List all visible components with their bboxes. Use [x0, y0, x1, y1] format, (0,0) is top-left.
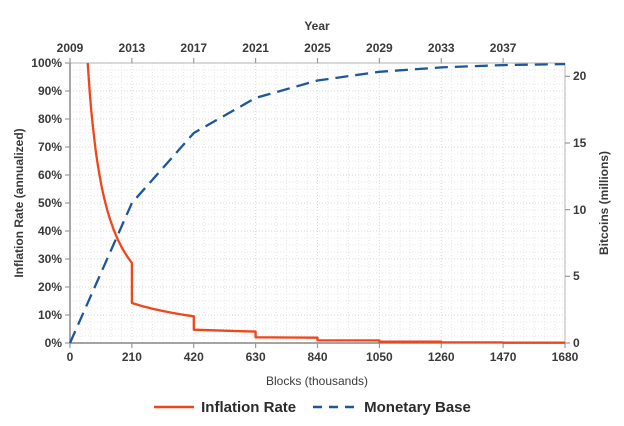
- year-tick-label: 2025: [304, 41, 331, 55]
- left-tick-label: 90%: [37, 84, 62, 98]
- monetary-base-swatch-icon: [313, 405, 358, 409]
- left-tick-label: 50%: [37, 196, 62, 210]
- x-tick-label: 210: [121, 350, 142, 364]
- right-tick-label: 20: [573, 69, 587, 84]
- left-tick-label: 20%: [37, 280, 62, 294]
- left-tick-label: 100%: [31, 56, 62, 70]
- year-tick-label: 2017: [180, 41, 208, 55]
- legend-item-inflation-rate: Inflation Rate: [153, 399, 296, 416]
- legend-item-monetary-base: Monetary Base: [312, 399, 471, 416]
- right-axis-title: Bitcoins (millions): [597, 150, 611, 256]
- left-tick-label: 70%: [37, 140, 62, 154]
- x-tick-label: 1050: [366, 350, 393, 364]
- left-tick-label: 60%: [37, 168, 62, 182]
- legend: Inflation Rate Monetary Base: [0, 394, 624, 420]
- x-tick-label: 630: [245, 350, 266, 364]
- x-tick-label: 0: [66, 350, 74, 364]
- year-tick-label: 2029: [366, 41, 393, 55]
- year-tick-label: 2037: [489, 41, 517, 55]
- inflation-rate-line: [86, 62, 565, 344]
- left-axis-title: Inflation Rate (annualized): [12, 128, 26, 278]
- year-tick-label: 2013: [118, 41, 146, 55]
- x-tick-label: 1470: [489, 350, 517, 364]
- left-tick-label: 80%: [37, 112, 62, 126]
- right-tick-label: 0: [573, 336, 580, 350]
- left-tick-label: 30%: [37, 252, 62, 266]
- x-tick-label: 1680: [551, 350, 579, 364]
- year-tick-label: 2033: [427, 41, 455, 55]
- year-tick-label: 2021: [242, 41, 269, 55]
- right-tick-label: 5: [573, 269, 580, 284]
- right-tick-label: 15: [573, 136, 587, 150]
- year-tick-label: 2009: [56, 41, 84, 55]
- x-tick-label: 840: [307, 350, 328, 364]
- x-axis-title: Blocks (thousands): [265, 374, 369, 388]
- inflation-rate-swatch-icon: [154, 405, 195, 409]
- left-tick-label: 40%: [37, 224, 62, 238]
- x-tick-label: 420: [183, 350, 204, 364]
- right-tick-label: 10: [573, 202, 587, 217]
- top-axis-title: Year: [304, 19, 330, 33]
- left-tick-label: 10%: [37, 308, 62, 322]
- legend-label-monetary-base: Monetary Base: [364, 398, 471, 416]
- x-tick-label: 1260: [427, 350, 455, 364]
- monetary-base-line: [68, 62, 566, 344]
- left-tick-label: 0%: [44, 336, 62, 350]
- legend-label-inflation-rate: Inflation Rate: [201, 398, 297, 416]
